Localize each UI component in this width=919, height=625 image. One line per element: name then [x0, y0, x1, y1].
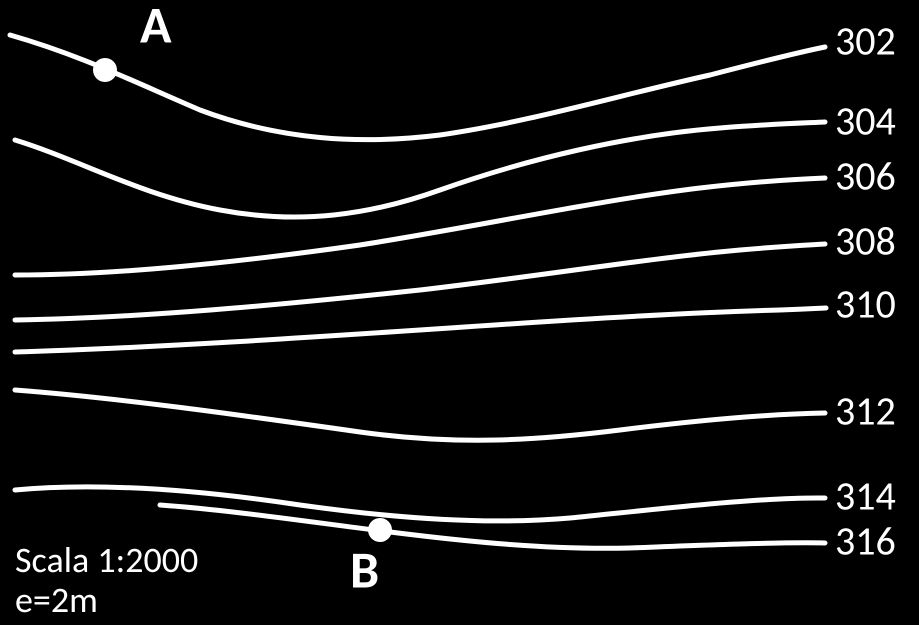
equidistance-text: e=2m [15, 578, 98, 622]
contour-label-308: 308 [835, 217, 896, 266]
contour-label-302: 302 [835, 17, 896, 66]
contour-map: 302 304 306 308 310 312 314316 A B Scala 1:2000… [0, 0, 919, 625]
point-label-b: B [350, 538, 379, 602]
contour-label-314: 314 [835, 472, 896, 521]
scale-text: Scala 1:2000 [15, 538, 198, 582]
background [0, 0, 919, 625]
contour-label-316: 316 [835, 517, 896, 566]
contour-label-304: 304 [835, 97, 896, 146]
contour-label-310: 310 [835, 280, 896, 329]
point-label-a: A [140, 0, 172, 57]
contour-label-312: 312 [835, 387, 896, 436]
contour-label-306: 306 [835, 152, 896, 201]
point-marker-a [93, 58, 117, 82]
